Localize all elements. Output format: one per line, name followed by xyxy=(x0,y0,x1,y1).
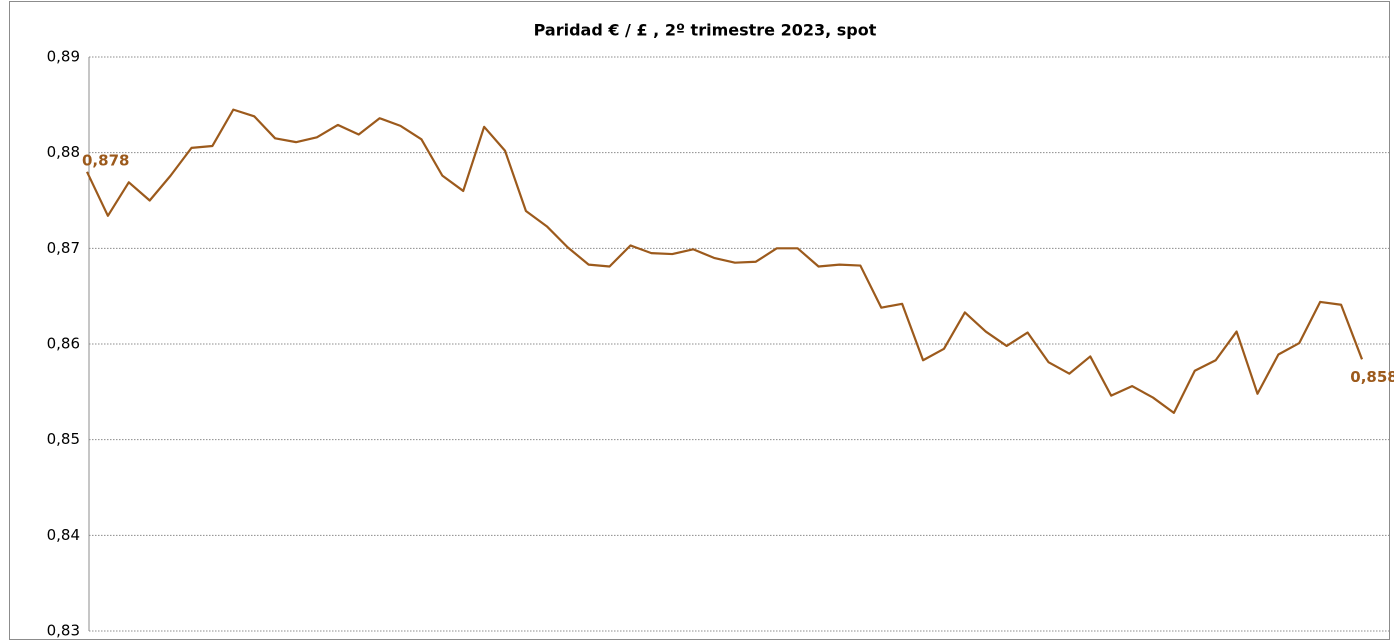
data-label: 0,858 xyxy=(1350,368,1394,386)
data-label: 0,878 xyxy=(82,151,129,169)
y-tick-label: 0,84 xyxy=(47,526,80,544)
y-tick-label: 0,83 xyxy=(47,622,80,640)
data-line xyxy=(86,108,1364,414)
y-tick-label: 0,86 xyxy=(47,335,80,353)
y-tick-label: 0,87 xyxy=(47,239,80,257)
chart-frame xyxy=(9,1,1390,640)
y-tick-label: 0,85 xyxy=(47,430,80,448)
y-tick-label: 0,89 xyxy=(47,48,80,66)
y-tick-label: 0,88 xyxy=(47,143,80,161)
chart-title: Paridad € / £ , 2º trimestre 2023, spot xyxy=(534,21,877,40)
